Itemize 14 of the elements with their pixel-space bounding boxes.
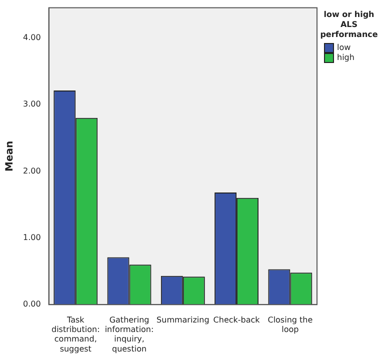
- x-tick-label: Gathering information: inquiry, question: [104, 315, 154, 354]
- y-tick-label: 2.00: [23, 166, 41, 176]
- legend-title: low or high ALS performance: [319, 10, 379, 40]
- x-tick-label: Summarizing: [156, 315, 210, 324]
- y-tick-label: 0.00: [23, 300, 41, 309]
- legend-label: low: [337, 43, 351, 53]
- y-tick-label: 4.00: [23, 32, 41, 42]
- y-axis-title: Mean: [4, 140, 16, 172]
- y-tick-label: 3.00: [23, 100, 41, 109]
- x-tick-label: Task distribution: command, suggest: [51, 315, 100, 354]
- x-tick-label: Check-back: [213, 315, 260, 324]
- legend-label: high: [337, 53, 354, 63]
- y-tick-label: 1.00: [23, 232, 41, 242]
- x-tick-label: Closing the loop: [268, 315, 313, 334]
